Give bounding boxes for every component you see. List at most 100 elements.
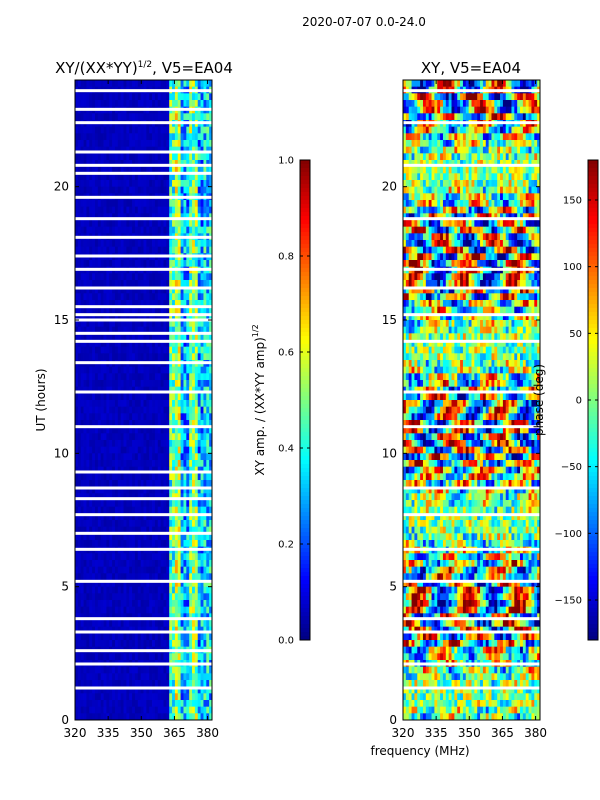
heatmap-cell — [83, 553, 87, 561]
heatmap-cell — [92, 260, 96, 268]
heatmap-cell — [163, 200, 167, 208]
heatmap-cell — [75, 706, 79, 714]
heatmap-cell — [465, 100, 470, 108]
heatmap-cell — [114, 526, 119, 534]
heatmap-cell — [209, 680, 213, 688]
heatmap-cell — [114, 166, 119, 174]
heatmap-cell — [134, 620, 139, 628]
heatmap-cell — [129, 606, 133, 614]
heatmap-cell — [206, 180, 210, 188]
heatmap-cell — [169, 626, 173, 634]
heatmap-cell — [197, 673, 201, 681]
heatmap-cell — [77, 653, 82, 661]
heatmap-cell — [89, 380, 93, 388]
heatmap-cell — [75, 113, 79, 121]
heatmap-cell — [189, 453, 193, 461]
heatmap-cell — [123, 680, 127, 688]
heatmap-cell — [154, 486, 159, 494]
heatmap-cell — [174, 146, 179, 154]
heatmap-cell — [137, 153, 142, 161]
heatmap-cell — [157, 466, 162, 474]
heatmap-cell — [152, 273, 156, 281]
heatmap-cell — [92, 160, 96, 168]
heatmap-cell — [166, 653, 170, 661]
heatmap-cell — [528, 93, 532, 101]
heatmap-cell — [172, 606, 176, 614]
heatmap-cell — [83, 420, 87, 428]
heatmap-cell — [126, 380, 130, 388]
heatmap-cell — [140, 446, 144, 454]
heatmap-cell — [134, 700, 139, 708]
heatmap-cell — [511, 93, 515, 101]
heatmap-cell — [160, 513, 164, 521]
heatmap-cell — [140, 93, 144, 101]
heatmap-cell — [109, 513, 113, 521]
heatmap-cell — [126, 353, 130, 361]
heatmap-cell — [146, 153, 150, 161]
heatmap-cell — [103, 493, 107, 501]
heatmap-cell — [129, 400, 133, 408]
heatmap-cell — [117, 413, 122, 421]
heatmap-cell — [166, 313, 170, 321]
heatmap-cell — [172, 653, 176, 661]
heatmap-cell — [194, 433, 199, 441]
heatmap-cell — [157, 200, 162, 208]
heatmap-cell — [180, 593, 184, 601]
heatmap-cell — [83, 413, 87, 421]
heatmap-cell — [172, 600, 176, 608]
heatmap-cell — [152, 220, 156, 228]
heatmap-cell — [468, 93, 472, 101]
heatmap-cell — [177, 173, 181, 181]
heatmap-cell — [94, 126, 99, 134]
heatmap-cell — [143, 220, 147, 228]
heatmap-cell — [143, 273, 147, 281]
heatmap-cell — [100, 140, 104, 148]
heatmap-cell — [140, 580, 144, 588]
heatmap-cell — [129, 613, 133, 621]
heatmap-cell — [134, 506, 139, 514]
heatmap-cell — [97, 413, 102, 421]
heatmap-cell — [114, 640, 119, 648]
heatmap-cell — [154, 173, 159, 181]
heatmap-cell — [157, 206, 162, 214]
heatmap-cell — [137, 300, 142, 308]
heatmap-cell — [157, 680, 162, 688]
heatmap-cell — [431, 100, 435, 108]
heatmap-cell — [114, 126, 119, 134]
heatmap-cell — [129, 693, 133, 701]
heatmap-cell — [106, 100, 110, 108]
heatmap-cell — [114, 500, 119, 508]
heatmap-cell — [143, 80, 147, 88]
heatmap-cell — [172, 400, 176, 408]
heatmap-cell — [177, 300, 181, 308]
heatmap-cell — [92, 273, 96, 281]
heatmap-cell — [132, 700, 136, 708]
heatmap-cell — [172, 540, 176, 548]
heatmap-cell — [152, 333, 156, 341]
heatmap-cell — [83, 526, 87, 534]
colorbar-step — [300, 308, 310, 313]
heatmap-cell — [86, 353, 90, 361]
heatmap-cell — [126, 520, 130, 528]
heatmap-cell — [194, 620, 199, 628]
heatmap-cell — [169, 240, 173, 248]
heatmap-cell — [120, 566, 124, 574]
heatmap-cell — [180, 133, 184, 141]
heatmap-cell — [420, 100, 424, 108]
heatmap-cell — [137, 706, 142, 714]
heatmap-cell — [100, 520, 104, 528]
heatmap-cell — [157, 440, 162, 448]
heatmap-cell — [86, 140, 90, 148]
heatmap-cell — [86, 153, 90, 161]
heatmap-cell — [194, 93, 199, 101]
heatmap-cell — [86, 133, 90, 141]
heatmap-cell — [89, 633, 93, 641]
heatmap-cell — [203, 680, 207, 688]
heatmap-cell — [157, 520, 162, 528]
heatmap-cell — [180, 600, 184, 608]
heatmap-cell — [114, 613, 119, 621]
heatmap-cell — [189, 246, 193, 254]
heatmap-cell — [405, 100, 410, 108]
colorbar-tick-label: 0.8 — [278, 252, 294, 263]
heatmap-cell — [114, 433, 119, 441]
